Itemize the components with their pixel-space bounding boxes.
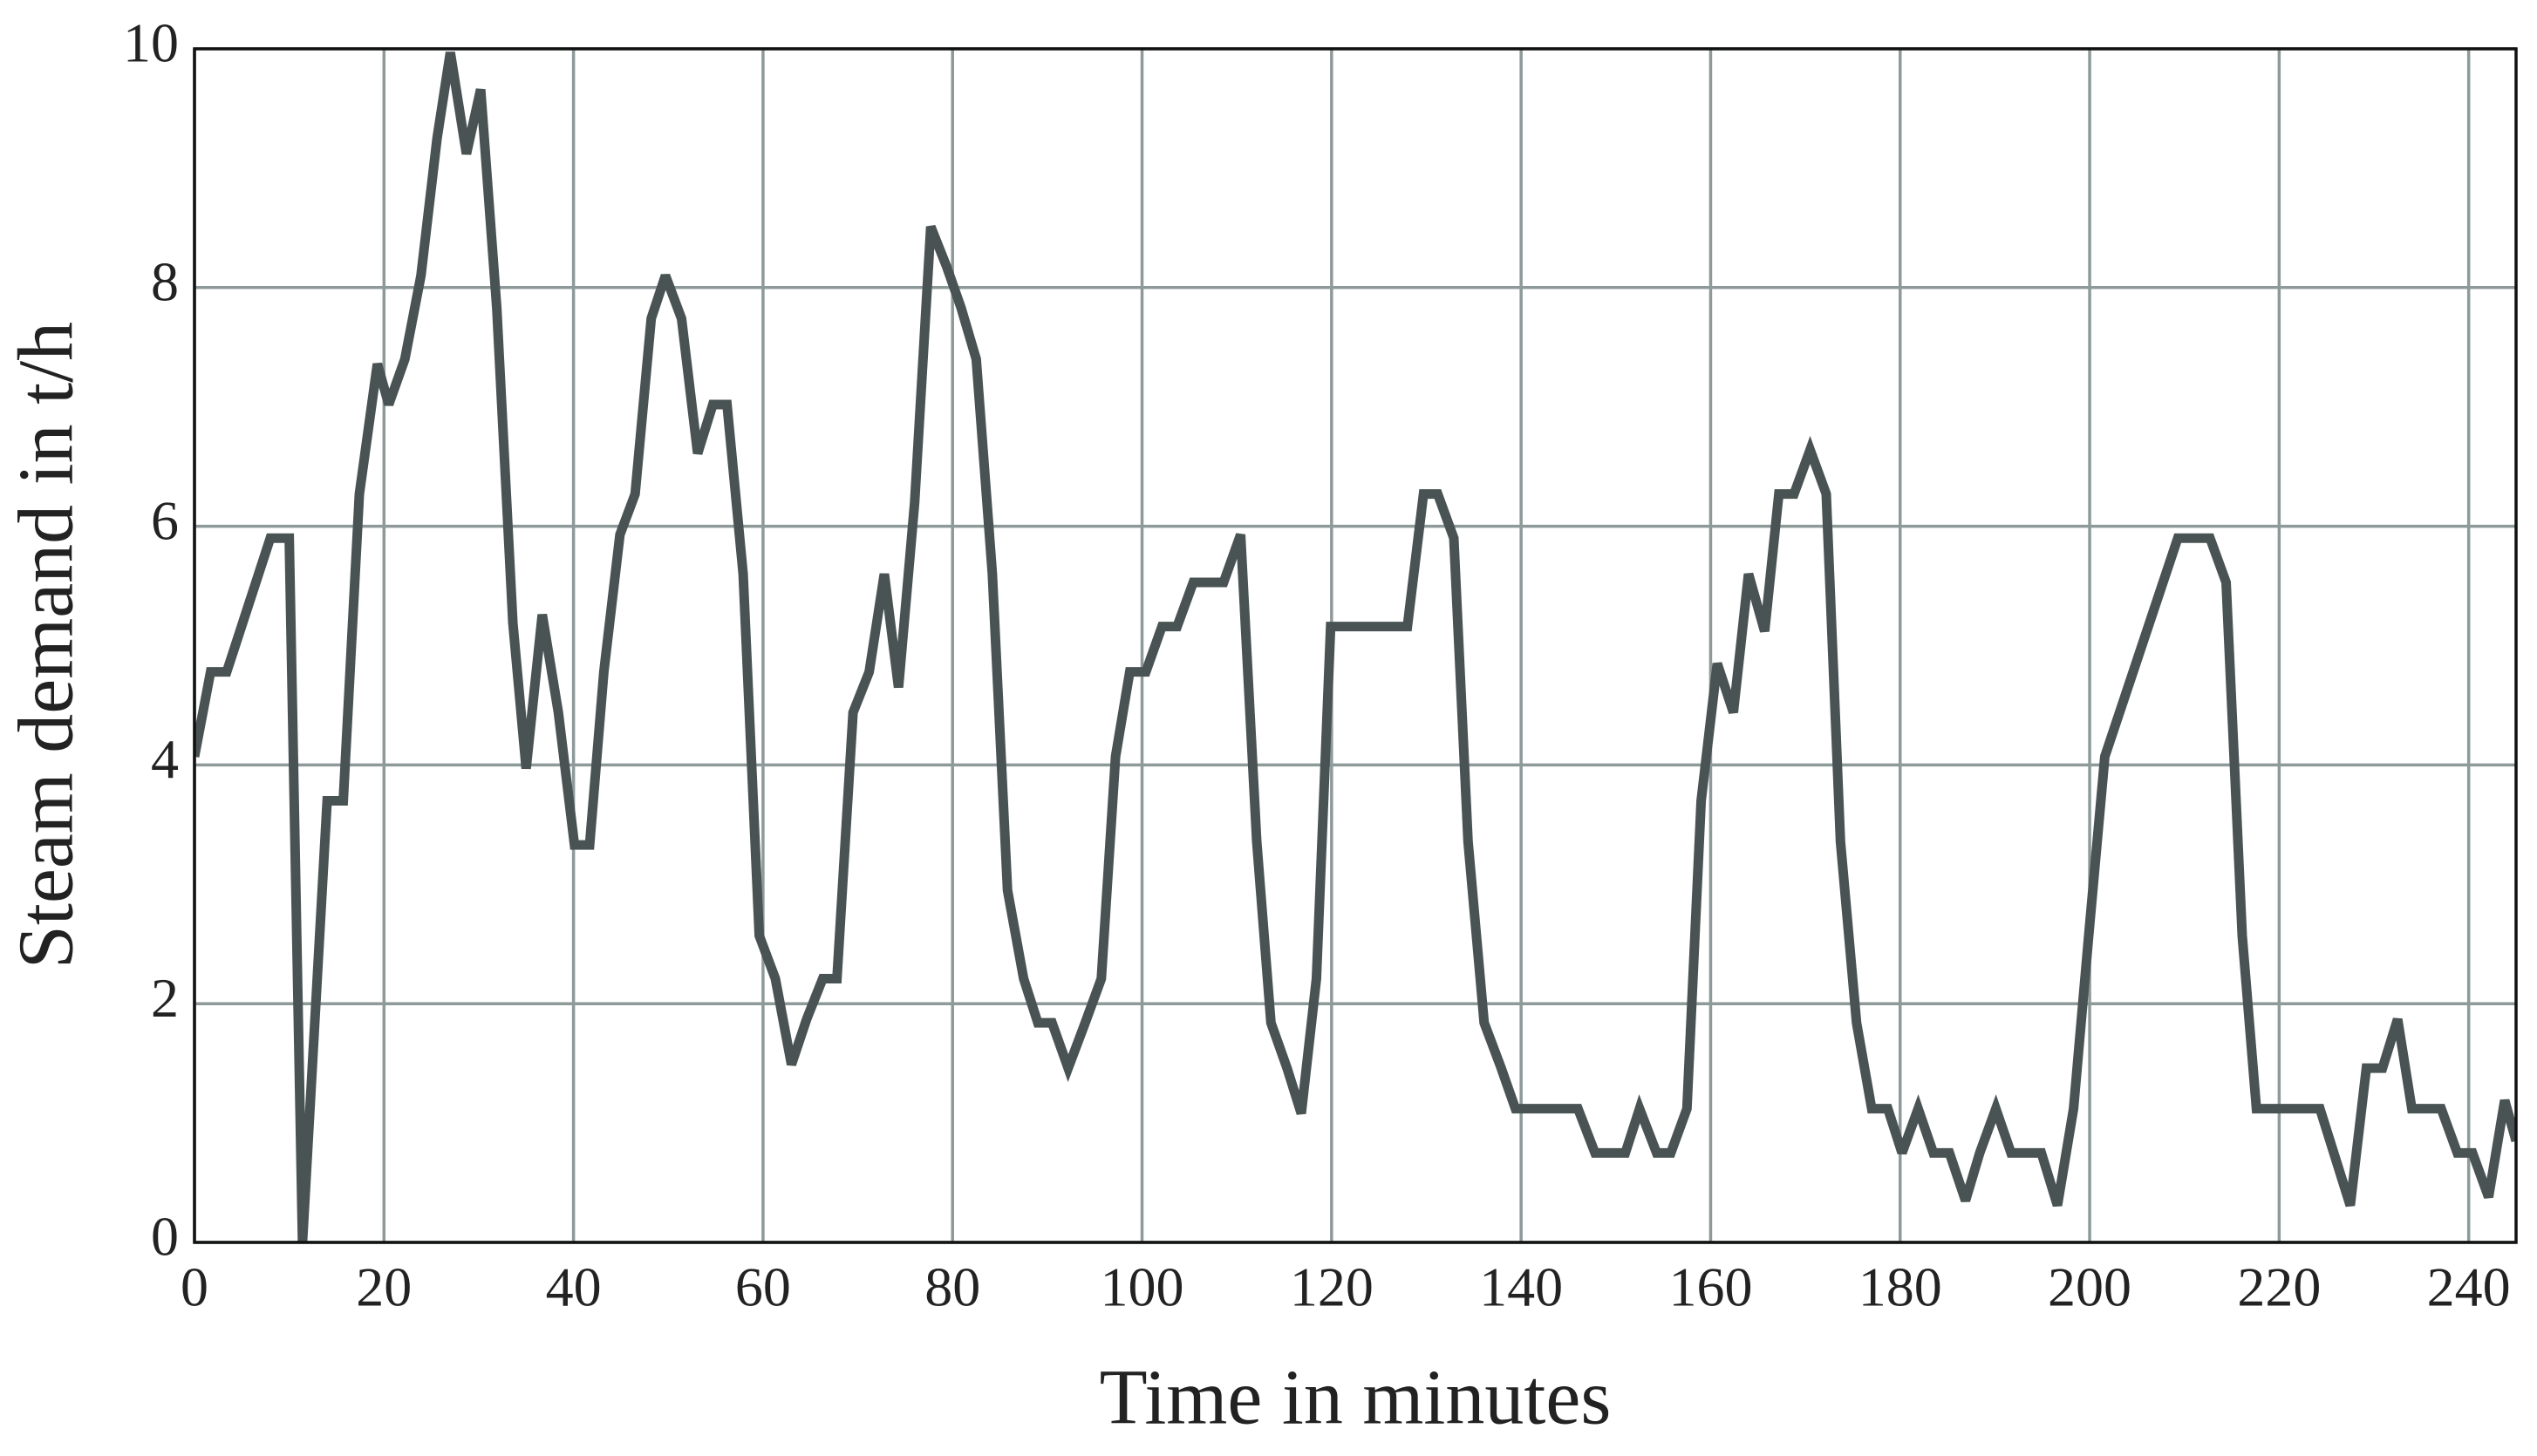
x-tick-label: 180	[1858, 1256, 1942, 1318]
x-tick-label: 200	[2048, 1256, 2131, 1318]
x-tick-label: 160	[1668, 1256, 1752, 1318]
y-tick-label: 10	[123, 12, 179, 74]
data-line	[194, 51, 2516, 1242]
y-axis-label: Steam demand in t/h	[3, 322, 90, 969]
y-tick-label: 2	[151, 967, 179, 1029]
y-tick-label: 6	[151, 489, 179, 551]
x-tick-label: 40	[546, 1256, 602, 1318]
x-tick-label: 240	[2427, 1256, 2511, 1318]
x-tick-label: 80	[924, 1256, 980, 1318]
x-tick-label: 60	[735, 1256, 791, 1318]
y-tick-label: 8	[151, 250, 179, 312]
y-tick-label: 0	[151, 1206, 179, 1268]
x-tick-label: 220	[2237, 1256, 2321, 1318]
x-tick-label: 120	[1290, 1256, 1374, 1318]
x-tick-label: 20	[356, 1256, 412, 1318]
x-axis-label: Time in minutes	[1100, 1355, 1612, 1441]
x-tick-label: 100	[1101, 1256, 1184, 1318]
x-tick-label: 0	[181, 1256, 208, 1318]
plot-frame	[193, 47, 2518, 1244]
x-tick-label: 140	[1479, 1256, 1563, 1318]
y-tick-label: 4	[151, 728, 179, 790]
